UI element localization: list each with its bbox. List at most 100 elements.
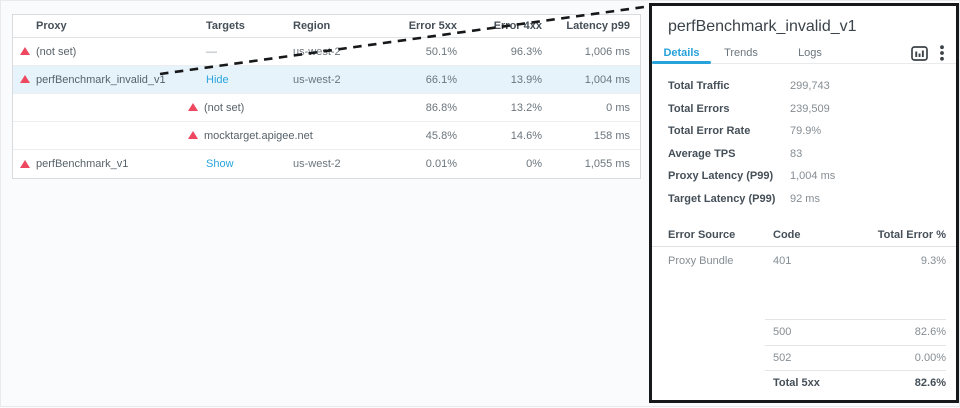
error-code-cell: 401 [773, 254, 792, 267]
proxy-cell: perfBenchmark_v1 [13, 158, 187, 170]
target-name: mocktarget.apigee.net [204, 129, 313, 142]
stat-value: 83 [790, 147, 803, 160]
detail-panel: perfBenchmark_invalid_v1 Details Trends … [649, 3, 959, 403]
stat-value: 79.9% [790, 125, 822, 138]
table-row-target-mocktarget[interactable]: mocktarget.apigee.net 45.8% 14.6% 158 ms [13, 122, 640, 150]
proxy-name: perfBenchmark_v1 [36, 158, 129, 170]
latency-p99-cell: 0 ms [606, 101, 630, 114]
error-code-cell: 502 [773, 351, 792, 364]
error-5xx-cell: 86.8% [425, 101, 457, 114]
error-row-500: 500 82.6% [765, 319, 946, 345]
targets-cell: Show [187, 158, 283, 170]
proxy-table: Proxy Targets Region Error 5xx Error 4xx… [12, 14, 641, 179]
proxy-cell: (not set) [13, 46, 187, 58]
target-name: (not set) [204, 101, 245, 114]
tab-logs[interactable]: Logs [798, 47, 822, 59]
stat-label: Total Errors [668, 102, 730, 115]
proxy-name: perfBenchmark_invalid_v1 [36, 73, 166, 86]
error-code-cell: Total 5xx [773, 377, 820, 390]
proxy-table-header: Proxy Targets Region Error 5xx Error 4xx… [13, 15, 640, 38]
kebab-menu-icon[interactable] [940, 45, 944, 61]
stat-value: 92 ms [790, 192, 820, 205]
warning-icon [20, 47, 30, 55]
error-4xx-cell: 13.9% [510, 73, 542, 86]
stat-row-total-error-rate: Total Error Rate 79.9% [668, 120, 940, 143]
warning-icon [20, 159, 30, 168]
error-pct-cell: 82.6% [914, 377, 946, 390]
targets-cell: Hide [187, 74, 283, 86]
error-pct-cell: 0.00% [914, 351, 946, 364]
warning-icon [188, 131, 198, 139]
error-pct-cell: 9.3% [920, 254, 946, 267]
region-cell: us-west-2 [293, 158, 341, 170]
tab-details[interactable]: Details [652, 43, 711, 64]
error-row-502: 502 0.00% [765, 344, 946, 371]
stat-value: 239,509 [790, 102, 830, 115]
panel-title: perfBenchmark_invalid_v1 [668, 18, 857, 35]
show-targets-link[interactable]: Show [206, 158, 234, 170]
stat-label: Proxy Latency (P99) [668, 170, 774, 183]
error-5xx-cell: 0.01% [425, 158, 457, 170]
latency-p99-cell: 1,055 ms [584, 158, 630, 170]
col-header-code: Code [773, 228, 801, 241]
table-row-perfBenchmark-v1[interactable]: perfBenchmark_v1 Show us-west-2 0.01% 0%… [13, 150, 640, 178]
table-row-target-not-set[interactable]: (not set) 86.8% 13.2% 0 ms [13, 94, 640, 122]
error-row-proxy-bundle-401: Proxy Bundle 401 9.3% [652, 247, 956, 274]
error-5xx-cell: 50.1% [425, 45, 457, 58]
error-4xx-cell: 13.2% [510, 101, 542, 114]
error-5xx-cell: 45.8% [425, 129, 457, 142]
bar-chart-icon[interactable] [911, 45, 928, 61]
stat-row-proxy-latency: Proxy Latency (P99) 1,004 ms [668, 165, 940, 188]
col-header-error-5xx[interactable]: Error 5xx [408, 20, 457, 32]
error-4xx-cell: 14.6% [510, 129, 542, 142]
table-row-perfBenchmark-invalid-v1[interactable]: perfBenchmark_invalid_v1 Hide us-west-2 … [13, 66, 640, 94]
col-header-error-source: Error Source [668, 228, 736, 241]
stat-label: Total Traffic [668, 80, 730, 93]
region-cell: us-west-2 [293, 45, 341, 58]
col-header-region[interactable]: Region [293, 20, 331, 32]
targets-cell: (not set) [187, 102, 283, 114]
col-header-proxy[interactable]: Proxy [36, 20, 67, 32]
panel-actions [911, 43, 956, 63]
error-4xx-cell: 96.3% [510, 45, 542, 58]
latency-p99-cell: 1,006 ms [584, 45, 630, 58]
stat-row-average-tps: Average TPS 83 [668, 143, 940, 166]
stat-row-target-latency: Target Latency (P99) 92 ms [668, 188, 940, 211]
table-row-not-set[interactable]: (not set) — us-west-2 50.1% 96.3% 1,006 … [13, 38, 640, 66]
targets-cell: mocktarget.apigee.net [187, 130, 313, 142]
stat-label: Total Error Rate [668, 125, 751, 138]
tab-trends[interactable]: Trends [724, 47, 758, 59]
warning-icon [188, 103, 198, 111]
stat-label: Average TPS [668, 147, 736, 160]
col-header-total-error-pct: Total Error % [877, 228, 946, 241]
latency-p99-cell: 158 ms [593, 129, 630, 142]
error-source-cell: Proxy Bundle [668, 254, 734, 267]
panel-tab-bar: Details Trends Logs [652, 43, 956, 64]
col-header-latency-p99[interactable]: Latency p99 [566, 20, 630, 32]
error-pct-cell: 82.6% [914, 326, 946, 339]
error-row-total-5xx: Total 5xx 82.6% [765, 370, 946, 396]
targets-cell: — [206, 45, 217, 58]
error-breakdown-header: Error Source Code Total Error % [652, 223, 956, 247]
error-4xx-cell: 0% [526, 158, 542, 170]
warning-icon [20, 75, 30, 83]
col-header-error-4xx[interactable]: Error 4xx [493, 20, 542, 32]
stat-row-total-errors: Total Errors 239,509 [668, 98, 940, 121]
error-breakdown-table: Error Source Code Total Error % Proxy Bu… [652, 223, 956, 396]
error-breakdown-bottom-rows: 500 82.6% 502 0.00% Total 5xx 82.6% [765, 319, 946, 396]
proxy-cell: perfBenchmark_invalid_v1 [13, 74, 187, 86]
stat-value: 299,743 [790, 80, 830, 93]
stat-value: 1,004 ms [790, 170, 836, 183]
proxy-name: (not set) [36, 45, 77, 58]
error-table-spacer [652, 274, 956, 319]
stat-row-total-traffic: Total Traffic 299,743 [668, 75, 940, 98]
error-code-cell: 500 [773, 326, 792, 339]
region-cell: us-west-2 [293, 73, 341, 86]
latency-p99-cell: 1,004 ms [584, 73, 630, 86]
stat-label: Target Latency (P99) [668, 192, 776, 205]
error-5xx-cell: 66.1% [425, 73, 457, 86]
proxy-stats-list: Total Traffic 299,743 Total Errors 239,5… [652, 64, 956, 210]
col-header-targets[interactable]: Targets [206, 20, 245, 32]
hide-targets-link[interactable]: Hide [206, 73, 229, 86]
